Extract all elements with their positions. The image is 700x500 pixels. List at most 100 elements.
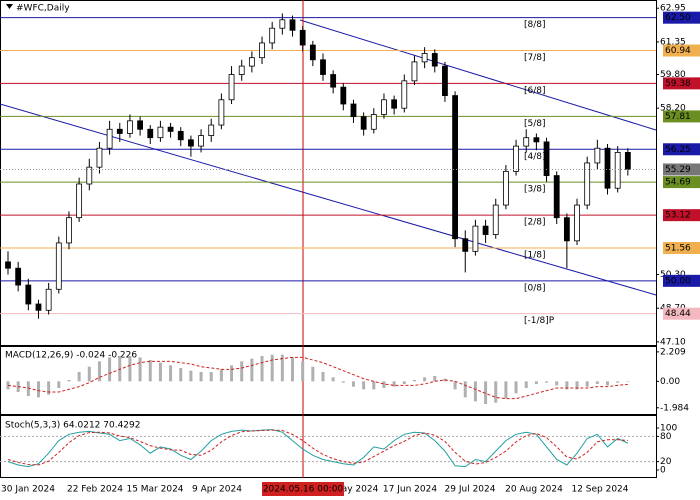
macd-label: MACD(12,26,9) -0.024 -0.226 (5, 351, 137, 361)
macd-bar (616, 381, 620, 383)
macd-bar (606, 381, 610, 386)
macd-bar (524, 381, 528, 388)
stoch-panel (0, 415, 657, 478)
murrey-value: 54.69 (665, 178, 691, 188)
candle-body (482, 225, 489, 235)
x-tick-label: 29 Jul 2024 (445, 485, 496, 495)
candle-body (86, 166, 93, 185)
y-tick-label: 58.20 (660, 104, 686, 114)
candle-body (147, 128, 154, 139)
macd-bar (301, 361, 305, 382)
price-panel (0, 0, 657, 346)
candle-body (360, 116, 367, 130)
macd-bar (179, 368, 183, 382)
candle-body (188, 139, 194, 147)
candle-body (614, 152, 621, 189)
macd-bar (626, 381, 630, 382)
candle-body (269, 27, 276, 44)
macd-bar (494, 381, 498, 403)
murrey-value: 53.12 (665, 211, 691, 221)
candle-body (5, 261, 11, 269)
macd-bar (555, 381, 559, 386)
candle-body (299, 29, 306, 46)
y-tick-label: 0.00 (660, 377, 680, 387)
y-tick-label: 100 (660, 424, 677, 434)
candle-body (330, 74, 337, 88)
candle-body (279, 19, 286, 29)
candle-body (66, 217, 72, 244)
candle-body (584, 162, 591, 206)
x-tick-label: 17 Jun 2024 (383, 485, 437, 495)
candle-body (320, 59, 326, 75)
murrey-name: [-1/8]P (524, 316, 555, 326)
candle-body (543, 141, 550, 176)
candle-body (624, 152, 631, 170)
candle-body (370, 114, 377, 130)
candle-body (208, 124, 215, 136)
macd-bar (189, 370, 193, 382)
candle-body (248, 57, 255, 67)
macd-bar (26, 381, 30, 396)
candle-body (177, 130, 184, 141)
candle-body (96, 147, 103, 168)
macd-bar (423, 377, 427, 382)
y-tick-label: 59.80 (660, 70, 686, 80)
candle-body (604, 147, 611, 189)
macd-bar (595, 381, 599, 384)
macd-bar (47, 381, 51, 395)
candle-body (116, 128, 123, 134)
candle-body (167, 126, 174, 132)
candle-body (340, 86, 347, 105)
macd-bar (250, 358, 254, 382)
macd-bar (402, 381, 406, 384)
murrey-value: 59.38 (665, 79, 691, 89)
macd-bar (77, 372, 81, 382)
murrey-box (663, 143, 700, 156)
x-tick-label: 12 Sep 2024 (571, 485, 628, 495)
current-price-label: 55.29 (665, 165, 691, 175)
macd-bar (321, 372, 325, 382)
murrey-value: 50.00 (665, 276, 691, 286)
macd-bar (382, 381, 386, 388)
candle-body (421, 53, 428, 63)
candle-body (381, 99, 387, 115)
x-tick-label: ay 2024 (342, 485, 379, 495)
candle-body (289, 19, 296, 31)
x-tick-label: 9 Apr 2024 (192, 485, 242, 495)
macd-bar (108, 357, 112, 382)
cursor-label: 2024.05.16 00:00 (263, 485, 344, 495)
x-tick-label: 30 Jan 2024 (1, 485, 55, 495)
stoch-label: Stoch(5,3,3) 64.0212 70.4292 (5, 421, 140, 431)
macd-bar (545, 381, 549, 383)
macd-bar (270, 354, 274, 382)
macd-bar (341, 381, 345, 383)
murrey-name: [2/8] (524, 218, 546, 228)
candle-body (462, 238, 469, 252)
murrey-box (663, 242, 700, 254)
candle-body (15, 267, 22, 286)
candle-body (127, 120, 133, 134)
candle-body (309, 44, 316, 61)
murrey-box (663, 274, 700, 287)
candle-body (401, 80, 408, 109)
candle-body (553, 175, 560, 219)
candle-body (391, 99, 398, 109)
candle-body (431, 53, 438, 67)
murrey-box (663, 176, 700, 189)
murrey-box (663, 209, 700, 222)
macd-bar (412, 380, 416, 382)
y-tick-label: 61.35 (660, 37, 686, 47)
x-tick-label: 20 Aug 2024 (505, 485, 563, 495)
macd-bar (463, 381, 467, 398)
candle-body (106, 128, 113, 149)
candle-body (513, 145, 519, 172)
murrey-name: [5/8] (524, 119, 546, 129)
murrey-name: [3/8] (524, 185, 546, 195)
macd-bar (514, 381, 518, 394)
macd-bar (128, 356, 132, 382)
candle-body (533, 137, 540, 143)
candle-body (523, 137, 530, 147)
macd-bar (280, 354, 284, 382)
y-tick-label: 20 (660, 457, 672, 467)
macd-panel (0, 346, 657, 415)
